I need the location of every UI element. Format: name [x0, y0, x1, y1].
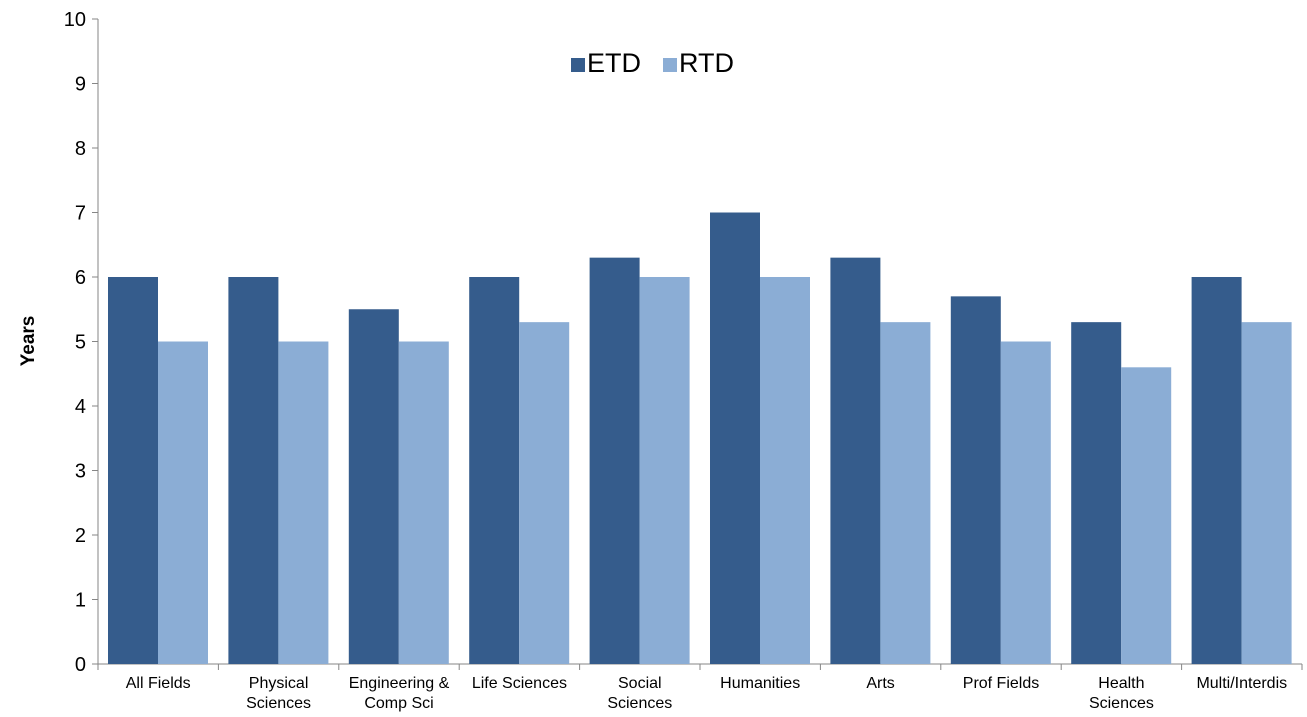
bar-rtd [760, 277, 810, 664]
y-tick-label: 1 [75, 590, 86, 612]
legend-label-rtd: RTD [679, 48, 734, 78]
bar-etd [950, 296, 1001, 664]
bar-etd [589, 257, 640, 664]
bar-etd [469, 277, 520, 664]
x-tick-label: Physical Sciences [246, 675, 311, 712]
bar-rtd [1000, 341, 1051, 664]
x-tick-label: Health Sciences [1089, 675, 1154, 712]
x-tick-label: Life Sciences [472, 675, 567, 692]
x-tick-label: All Fields [126, 675, 191, 692]
x-tick-label: Prof Fields [963, 675, 1039, 692]
x-tick-label: Social Sciences [607, 675, 672, 712]
y-tick-label: 3 [75, 461, 86, 483]
bar-etd [348, 309, 399, 664]
bar-rtd [398, 341, 449, 664]
x-tick-label: Multi/Interdis [1196, 675, 1287, 692]
bar-etd [108, 277, 158, 664]
y-tick-label: 5 [75, 332, 86, 354]
y-tick-label: 6 [75, 267, 86, 289]
plot-area: 0 1 2 3 4 5 6 7 8 9 10 All Fields Physical Sciences En… [64, 9, 1303, 712]
bar-rtd [880, 322, 931, 664]
y-tick-label: 10 [64, 9, 86, 31]
bar-rtd [278, 341, 329, 664]
legend-swatch-etd [571, 58, 585, 72]
y-tick-label: 0 [75, 654, 86, 676]
bar-rtd [1241, 322, 1292, 664]
legend-swatch-rtd [663, 58, 677, 72]
bar-etd [710, 212, 760, 664]
y-tick-label: 9 [75, 74, 86, 96]
y-tick-label: 4 [75, 396, 86, 418]
y-tick-label: 7 [75, 203, 86, 225]
bar-etd [1191, 277, 1242, 664]
x-tick-label: Engineering & Comp Sci [349, 675, 450, 712]
bar-rtd [158, 341, 208, 664]
legend: ETD RTD [571, 48, 734, 78]
bar-etd [830, 257, 881, 664]
x-tick-label: Humanities [720, 675, 800, 692]
bar-etd [228, 277, 279, 664]
y-axis-label: Years [18, 316, 39, 367]
bar-rtd [639, 277, 690, 664]
bar-rtd [1121, 367, 1172, 664]
y-tick-label: 2 [75, 525, 86, 547]
x-tick-label: Arts [866, 675, 894, 692]
legend-label-etd: ETD [587, 48, 641, 78]
bar-rtd [519, 322, 570, 664]
y-tick-label: 8 [75, 138, 86, 160]
bar-etd [1071, 322, 1122, 664]
